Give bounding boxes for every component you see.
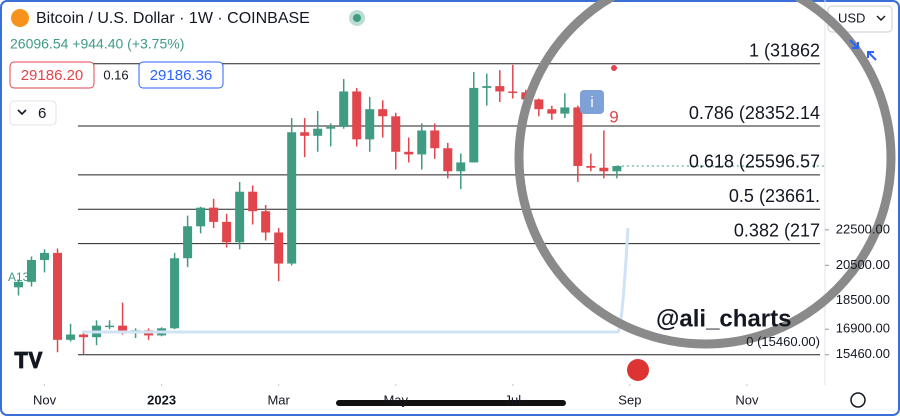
candle-body	[391, 116, 401, 152]
candle-body	[79, 334, 89, 338]
fib-label: 0 (15460.00)	[746, 334, 820, 349]
y-tick-label: 16900.00	[836, 321, 890, 336]
info-badge[interactable]	[580, 90, 604, 114]
bid[interactable]: 29186.20	[21, 67, 84, 84]
indicator-toggle[interactable]	[9, 100, 57, 126]
x-tick-label: Nov	[33, 392, 57, 407]
magnifier-handle	[82, 227, 630, 334]
home-indicator	[336, 400, 566, 406]
fib-label: 0.5 (23661.	[729, 186, 820, 206]
candle-body	[27, 260, 37, 282]
candle-body	[222, 221, 232, 243]
candle-body	[560, 107, 570, 114]
fib-label: 0.786 (28352.14	[689, 103, 820, 123]
sell-button[interactable]	[9, 61, 95, 89]
candle-body	[612, 166, 622, 172]
candle-body	[66, 334, 76, 340]
fib-label: 0.618 (25596.57	[689, 152, 820, 172]
chevron	[876, 15, 886, 21]
candle-body	[183, 226, 193, 259]
signal-dot	[611, 65, 617, 71]
x-tick-label: Mar	[267, 392, 290, 407]
currency[interactable]: USD	[838, 10, 865, 25]
interval-count[interactable]: 6	[38, 105, 46, 122]
x-tick-label: Nov	[735, 392, 759, 407]
candle-body	[417, 130, 427, 155]
candle-body	[105, 325, 115, 328]
buy-button[interactable]	[138, 61, 224, 89]
candle-body	[469, 87, 479, 163]
btc-icon	[11, 9, 29, 27]
candle-body	[53, 252, 63, 340]
candle-body	[235, 191, 245, 243]
candle-body	[196, 207, 206, 227]
y-tick-label: 22500.00	[836, 221, 890, 236]
candle-body	[40, 252, 50, 260]
candle-body	[404, 151, 414, 155]
tv-logo: 𝐓𝐕	[14, 348, 43, 373]
candle-body	[352, 91, 362, 140]
candle-body	[274, 232, 284, 264]
candle-body	[508, 91, 518, 93]
magnifier-ring	[514, 0, 896, 349]
fib-label: 0.382 (217	[734, 220, 820, 240]
info-label: i	[590, 94, 593, 111]
spread: 0.16	[103, 67, 128, 82]
candle-body	[599, 167, 609, 172]
candle-body	[287, 132, 297, 264]
candle-body	[209, 207, 219, 222]
candle-body	[339, 91, 349, 127]
candle-body	[430, 130, 440, 149]
plot	[14, 64, 825, 355]
ask[interactable]: 29186.36	[150, 67, 213, 84]
candle-body	[313, 128, 323, 136]
candle-body	[14, 281, 24, 288]
candle-body	[248, 191, 258, 212]
candle-body	[547, 109, 557, 114]
watermark: @ali_charts	[656, 305, 791, 332]
chart-title: Bitcoin / U.S. Dollar · 1W · COINBASE	[36, 10, 310, 27]
candle-body	[118, 325, 128, 332]
y-tick-label: 15460.00	[836, 346, 890, 361]
x-tick-label: May	[383, 392, 408, 407]
candle-body	[443, 148, 453, 172]
candle-body	[495, 86, 505, 92]
x-tick-label: 2023	[147, 392, 176, 407]
status-dot-core	[353, 14, 361, 22]
settings-icon[interactable]	[850, 392, 866, 408]
candle-body	[365, 109, 375, 140]
candle-body	[300, 132, 310, 136]
candle-body	[573, 107, 583, 166]
y-tick-label: 18500.00	[836, 292, 890, 307]
candle-body	[534, 99, 544, 110]
candle-body	[378, 109, 388, 117]
candle-body	[482, 86, 492, 88]
quote: 26096.54 +944.40 (+3.75%)	[10, 36, 184, 52]
chevron	[17, 109, 27, 116]
candle-body	[326, 126, 336, 129]
count-label: 9	[609, 107, 618, 126]
event-flag[interactable]	[627, 359, 649, 381]
fib-label: 1 (31862	[749, 40, 820, 60]
y-tick-label: 20500.00	[836, 257, 890, 272]
collapse-icon[interactable]	[849, 39, 877, 61]
candle-body	[586, 165, 596, 168]
x-tick-label: Sep	[618, 392, 641, 407]
indicator-label: A13	[8, 270, 30, 284]
candle-body	[456, 162, 466, 172]
candle-body	[261, 211, 271, 233]
x-tick-label: Jul	[504, 392, 521, 407]
candle-body	[170, 258, 180, 329]
